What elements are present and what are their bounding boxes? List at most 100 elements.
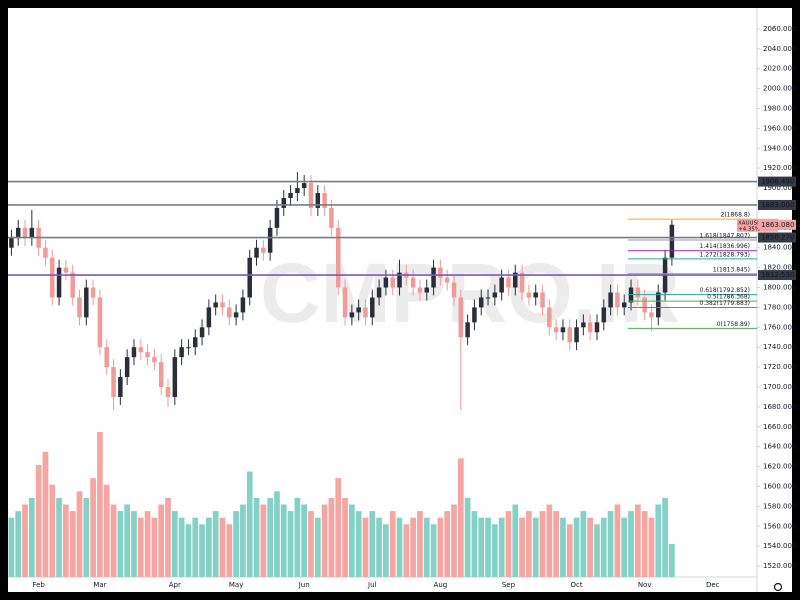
candle-body xyxy=(199,327,205,338)
candle-body xyxy=(315,193,321,208)
candle-body xyxy=(438,267,443,278)
x-tick-label: May xyxy=(229,581,243,589)
volume-bar xyxy=(648,517,655,577)
volume-bar xyxy=(69,511,76,577)
volume-bar xyxy=(185,524,192,577)
volume-bar xyxy=(219,517,226,577)
candle-body xyxy=(424,287,430,293)
volume-bar xyxy=(594,524,600,577)
y-tick-label: 1640.000 xyxy=(763,443,796,451)
volume-bar xyxy=(628,511,634,577)
candle-body xyxy=(56,267,62,298)
candle-body xyxy=(594,322,600,333)
candle-body xyxy=(451,282,457,298)
candle-body xyxy=(172,357,178,397)
candle-body xyxy=(478,297,484,308)
volume-bar xyxy=(553,511,559,577)
volume-bar xyxy=(526,511,532,577)
candle-body xyxy=(131,347,137,358)
level-label-box xyxy=(758,270,796,281)
volume-bar xyxy=(144,511,151,577)
fib-label: 1.414(1836.996) xyxy=(700,243,751,250)
x-tick-label: Aug xyxy=(434,581,448,589)
y-tick-label: 1580.000 xyxy=(763,502,796,510)
candle-body xyxy=(342,287,348,318)
volume-bar xyxy=(437,517,444,577)
candle-body xyxy=(547,307,552,328)
volume-bar xyxy=(110,504,117,577)
candle-body xyxy=(261,247,266,253)
volume-bar xyxy=(505,511,512,577)
fib-label: 2(1868.8) xyxy=(721,212,751,219)
candle-body xyxy=(206,307,212,328)
y-tick-label: 1720.000 xyxy=(763,363,796,371)
volume-bar xyxy=(369,511,376,577)
volume-bar xyxy=(42,451,49,577)
volume-bar xyxy=(294,497,301,577)
volume-bar xyxy=(328,497,335,577)
volume-bar xyxy=(478,517,485,577)
volume-bar xyxy=(498,517,505,577)
volume-bar xyxy=(280,504,287,577)
candle-body xyxy=(186,347,191,349)
volume-bar xyxy=(83,497,90,577)
volume-bar xyxy=(117,511,124,577)
volume-bar xyxy=(417,511,423,577)
volume-bar xyxy=(348,504,355,577)
candle-body xyxy=(104,347,109,368)
y-tick-label: 1600.000 xyxy=(763,482,796,490)
y-tick-label: 1760.000 xyxy=(763,323,796,331)
candle-body xyxy=(370,297,375,318)
volume-bar xyxy=(212,511,219,577)
candle-body xyxy=(356,307,361,313)
candle-body xyxy=(90,287,96,298)
volume-bar xyxy=(423,517,430,577)
candle-body xyxy=(560,327,566,333)
y-tick-label: 2000.000 xyxy=(763,85,796,93)
fib-label: 0.5(1786.368) xyxy=(707,294,750,301)
volume-bar xyxy=(560,517,566,577)
x-tick-label: Sep xyxy=(502,581,516,589)
candle-body xyxy=(567,327,572,343)
volume-bar xyxy=(246,471,253,577)
candle-body xyxy=(601,307,607,323)
y-tick-label: 1960.000 xyxy=(763,124,796,132)
x-tick-label: Oct xyxy=(571,581,583,589)
volume-bar xyxy=(314,517,321,577)
candle-body xyxy=(574,327,579,343)
y-tick-label: 1740.000 xyxy=(763,343,796,351)
candle-body xyxy=(301,183,307,189)
volume-bar xyxy=(240,504,246,577)
volume-bar xyxy=(607,511,614,577)
y-tick-label: 1920.000 xyxy=(763,164,796,172)
x-tick-label: Dec xyxy=(706,581,720,589)
level-label: 1850.270 xyxy=(761,234,794,242)
candle-body xyxy=(472,307,477,323)
fib-label: 0.382(1779.883) xyxy=(700,300,751,307)
volume-bar xyxy=(430,524,437,577)
y-tick-label: 1980.000 xyxy=(763,104,796,112)
volume-bar xyxy=(614,504,621,577)
volume-bar xyxy=(519,517,525,577)
volume-bar xyxy=(669,544,675,577)
candle-body xyxy=(50,257,55,298)
fib-label: 0(1758.89) xyxy=(717,321,750,328)
volume-bar xyxy=(376,517,382,577)
volume-bar xyxy=(260,504,267,577)
volume-bar xyxy=(641,511,648,577)
candle-body xyxy=(220,302,225,308)
candle-body xyxy=(506,277,511,288)
volume-bar xyxy=(233,511,239,577)
volume-bar xyxy=(226,524,233,577)
candle-body xyxy=(281,197,287,208)
candle-body xyxy=(656,292,661,318)
volume-bar xyxy=(267,497,274,577)
candle-body xyxy=(227,307,232,318)
level-label-box xyxy=(758,232,796,243)
settings-icon[interactable] xyxy=(773,582,783,592)
candle-body xyxy=(322,193,327,208)
volume-bar xyxy=(587,517,594,577)
candle-body xyxy=(247,257,252,298)
candle-body xyxy=(526,292,532,298)
